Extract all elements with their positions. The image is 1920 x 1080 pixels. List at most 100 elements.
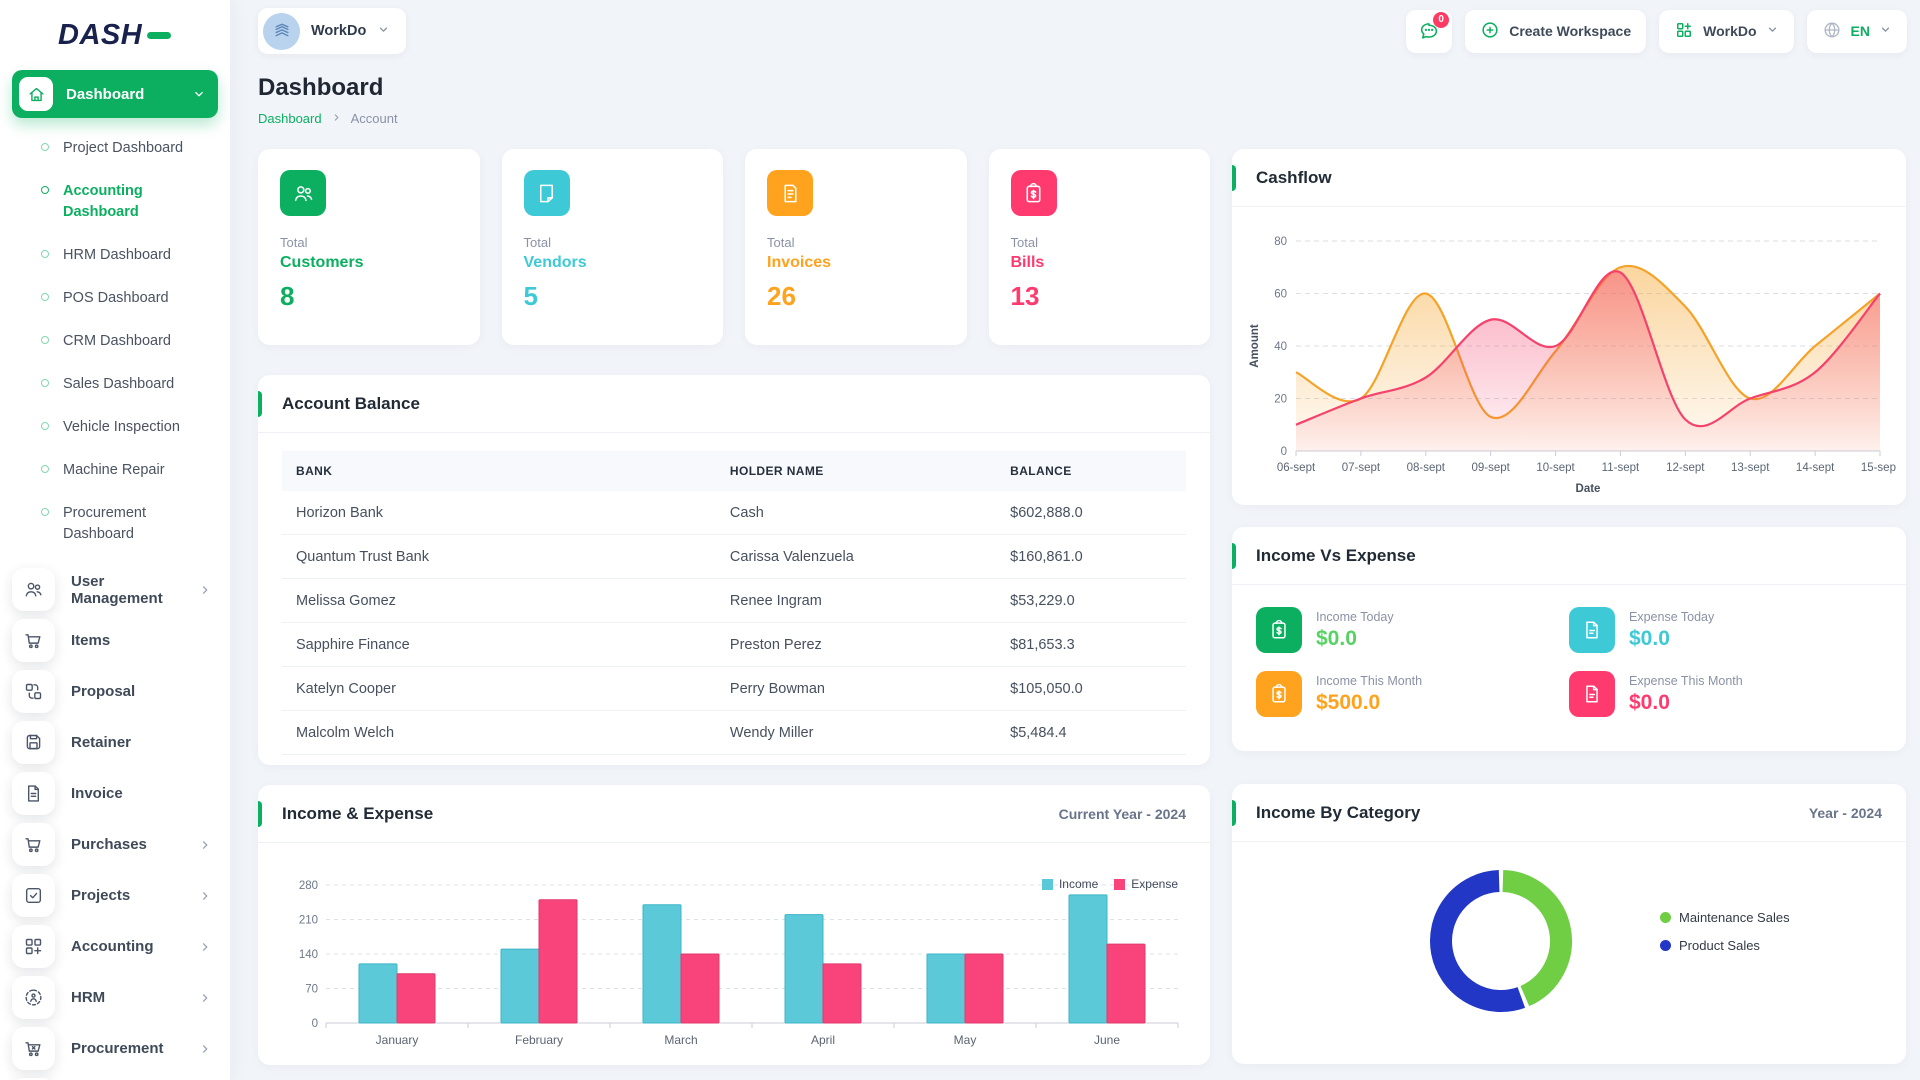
workspace-switcher-button[interactable]: WorkDo: [258, 8, 407, 54]
save-icon: [12, 721, 55, 765]
sidebar-item-user-management[interactable]: User Management: [12, 568, 218, 612]
income-vs-expense-header: Income Vs Expense: [1232, 527, 1906, 585]
cashflow-header: Cashflow: [1232, 149, 1906, 207]
sidebar-subitem-label: Accounting Dashboard: [63, 183, 143, 221]
sidebar-subitem-procurement-dashboard[interactable]: Procurement Dashboard: [12, 492, 218, 556]
sidebar-menu: User Management Items Proposal Retainer …: [12, 568, 218, 1080]
globe-icon: [1822, 20, 1842, 43]
svg-text:Date: Date: [1576, 483, 1601, 495]
sidebar-item-dashboard[interactable]: Dashboard: [12, 70, 218, 118]
table-cell: Sapphire Finance: [282, 622, 716, 667]
sidebar-subitem-accounting-dashboard[interactable]: Accounting Dashboard: [12, 170, 218, 234]
sidebar-subitem-crm-dashboard[interactable]: CRM Dashboard: [12, 320, 218, 363]
workdo-menu-button[interactable]: WorkDo: [1659, 9, 1794, 53]
page-title: Dashboard: [258, 74, 384, 101]
ive-stat-value: $500.0: [1316, 690, 1381, 714]
table-row: Quantum Trust Bank Carissa Valenzuela $160…: [282, 534, 1186, 579]
bullet-icon: [41, 250, 49, 259]
chevron-right-icon: [331, 111, 342, 126]
bullet-icon: [41, 143, 49, 151]
chevron-down-icon: [377, 23, 390, 40]
sidebar-item-hrm[interactable]: HRM: [12, 976, 218, 1020]
card-subtitle: Current Year - 2024: [1058, 805, 1186, 822]
svg-text:210: 210: [299, 915, 318, 927]
sidebar-item-proposal[interactable]: Proposal: [12, 670, 218, 714]
stat-label: Bills: [1010, 254, 1045, 271]
legend-swatch: [1660, 912, 1671, 923]
account-balance-table: BANK HOLDER NAME BALANCE Horizon Bank Cash $…: [282, 451, 1186, 755]
bullet-icon: [41, 379, 49, 388]
table-cell: $602,888.0: [996, 491, 1186, 535]
ive-stat-value: $0.0: [1316, 626, 1357, 650]
sidebar-subitem-label: Sales Dashboard: [63, 376, 175, 393]
notification-badge: 0: [1433, 11, 1450, 28]
legend-item-product-sales: Product Sales: [1660, 938, 1790, 953]
svg-text:11-sept: 11-sept: [1602, 462, 1640, 474]
stat-card-bills: Total Bills 13: [988, 149, 1210, 345]
sidebar-item-invoice[interactable]: Invoice: [12, 772, 218, 816]
sidebar-item-label: User Management: [71, 572, 163, 607]
messages-button[interactable]: 0: [1406, 9, 1453, 53]
income-by-category-donut-chart: [1430, 870, 1572, 1012]
svg-text:May: May: [954, 1033, 977, 1047]
svg-text:06-sept: 06-sept: [1277, 462, 1316, 474]
table-cell: Malcolm Welch: [282, 710, 716, 755]
income-vs-expense-card: Income Vs Expense Income Today $0.0 Expe…: [1232, 527, 1906, 751]
svg-text:08-sept: 08-sept: [1407, 462, 1446, 474]
sidebar-item-projects[interactable]: Projects: [12, 874, 218, 918]
legend-swatch: [1114, 878, 1126, 890]
sidebar-subitem-hrm-dashboard[interactable]: HRM Dashboard: [12, 234, 218, 277]
sidebar-item-pos[interactable]: POS: [12, 1078, 218, 1080]
table-row: Horizon Bank Cash $602,888.0: [282, 491, 1186, 535]
income-by-category-header: Income By Category Year - 2024: [1232, 784, 1906, 842]
svg-text:280: 280: [299, 880, 318, 892]
income-by-category-card: Income By Category Year - 2024 Maintenan…: [1232, 784, 1906, 1064]
app-logo[interactable]: DASH: [12, 0, 218, 70]
create-workspace-button[interactable]: Create Workspace: [1465, 9, 1647, 53]
table-cell: Renee Ingram: [715, 578, 997, 623]
gridplus-icon: [12, 925, 55, 969]
cartx-icon: [12, 1027, 55, 1071]
table-header-row: BANK HOLDER NAME BALANCE: [282, 451, 1186, 491]
bullet-icon: [41, 508, 49, 517]
breadcrumb-dashboard-link[interactable]: Dashboard: [258, 111, 322, 126]
table-cell: Preston Perez: [715, 622, 997, 667]
sidebar-item-items[interactable]: Items: [12, 619, 218, 663]
sidebar-subitem-vehicle-inspection[interactable]: Vehicle Inspection: [12, 406, 218, 449]
svg-text:80: 80: [1274, 236, 1287, 248]
language-code: EN: [1850, 23, 1870, 39]
cashflow-chart-body: 0 20 40 60 80 06-sept 07-sept 08-sept 09-sept 10-…: [1232, 207, 1906, 502]
table-cell: Wendy Miller: [715, 710, 997, 755]
chevron-down-icon: [1766, 23, 1779, 39]
language-selector[interactable]: EN: [1806, 9, 1907, 53]
sidebar-item-label: Invoice: [71, 785, 123, 803]
sidebar-subitem-sales-dashboard[interactable]: Sales Dashboard: [12, 363, 218, 406]
dashboard-submenu: Project Dashboard Accounting Dashboard H…: [12, 118, 218, 560]
table-cell: $81,653.3: [996, 622, 1186, 667]
stat-cards-row: Total Customers 8 Total Vendors 5 Total …: [258, 149, 1210, 345]
sidebar-subitem-pos-dashboard[interactable]: POS Dashboard: [12, 277, 218, 320]
sidebar-item-purchases[interactable]: Purchases: [12, 823, 218, 867]
table-cell: Quantum Trust Bank: [282, 534, 716, 579]
sidebar-subitem-machine-repair[interactable]: Machine Repair: [12, 449, 218, 492]
svg-text:March: March: [664, 1033, 697, 1047]
sidebar-item-accounting[interactable]: Accounting: [12, 925, 218, 969]
cashflow-card: Cashflow 0 20 40 60 80 06-sept 07-sept 08-sept 0…: [1232, 149, 1906, 505]
chevron-down-icon: [1879, 23, 1892, 39]
breadcrumb: Dashboard Account: [258, 111, 1907, 126]
sidebar-subitem-project-dashboard[interactable]: Project Dashboard: [12, 127, 218, 170]
stat-prefix: Total: [1010, 235, 1038, 250]
stat-prefix: Total: [280, 235, 308, 250]
table-row: Sapphire Finance Preston Perez $81,653.3: [282, 622, 1186, 667]
stat-card-invoices: Total Invoices 26: [745, 149, 967, 345]
sidebar-item-label: Accounting: [71, 938, 154, 956]
sidebar-item-label: Projects: [71, 887, 131, 905]
plus-circle-icon: [1480, 20, 1500, 43]
legend-swatch: [1041, 878, 1053, 890]
sidebar-item-procurement[interactable]: Procurement: [12, 1027, 218, 1071]
table-cell: $160,861.0: [996, 534, 1186, 579]
topbar-actions: 0 Create Workspace WorkDo EN: [1406, 9, 1907, 53]
stat-value: 5: [523, 281, 538, 311]
svg-text:70: 70: [305, 984, 318, 996]
sidebar-item-retainer[interactable]: Retainer: [12, 721, 218, 765]
